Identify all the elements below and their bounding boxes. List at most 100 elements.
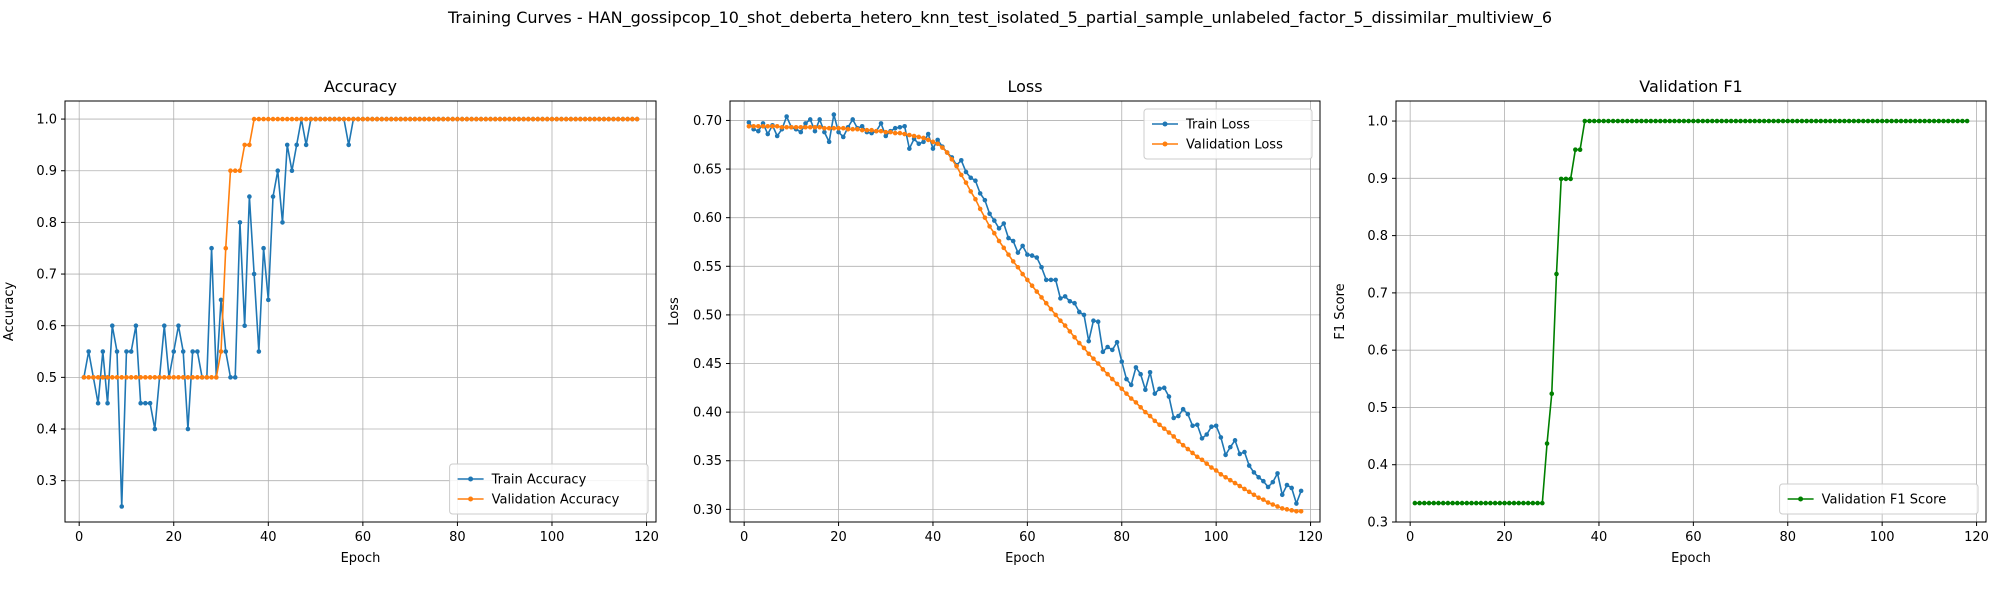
data-point (124, 375, 129, 380)
data-point (1431, 500, 1437, 506)
data-point (1634, 118, 1640, 124)
series-2 (746, 123, 1304, 514)
data-point (958, 172, 964, 178)
data-point (1100, 367, 1106, 372)
data-point (483, 116, 489, 122)
data-point (1672, 118, 1677, 124)
legend: Train Loss Validation Loss (1143, 108, 1313, 160)
data-point (1799, 118, 1805, 124)
data-point (455, 116, 460, 122)
legend-swatch-marker (468, 496, 474, 502)
data-point (1771, 118, 1776, 124)
data-point (1964, 118, 1970, 124)
data-point (1147, 369, 1153, 375)
data-point (831, 112, 837, 117)
y-tick-label: 0.8 (1367, 229, 1388, 244)
data-point (845, 126, 851, 132)
data-point (765, 131, 771, 137)
data-point (294, 142, 299, 148)
data-point (440, 116, 446, 122)
data-point (284, 116, 290, 122)
data-point (143, 400, 148, 406)
data-point (1662, 118, 1668, 124)
data-point (1941, 118, 1946, 124)
data-point (1757, 118, 1762, 124)
data-point (228, 375, 233, 380)
data-point (1180, 406, 1186, 412)
data-point (1700, 118, 1706, 124)
data-point (1624, 118, 1630, 124)
data-point (294, 116, 299, 122)
data-point (1610, 118, 1616, 124)
data-point (1232, 480, 1238, 486)
x-tick-label: 120 (634, 530, 659, 545)
data-point (1620, 118, 1625, 124)
data-point (308, 116, 314, 122)
data-point (1119, 359, 1125, 364)
data-point (247, 194, 252, 199)
data-point (147, 400, 153, 406)
y-tick-label: 0.3 (36, 474, 57, 489)
data-point (516, 116, 522, 122)
data-point (634, 116, 640, 122)
y-tick-label: 0.8 (36, 216, 57, 231)
data-point (1020, 271, 1025, 277)
data-point (996, 238, 1002, 244)
data-point (322, 116, 328, 122)
data-point (1105, 344, 1110, 350)
data-point (1185, 446, 1191, 452)
data-point (521, 116, 526, 122)
data-point (1199, 436, 1205, 441)
data-point (770, 123, 775, 129)
data-point (1110, 347, 1115, 353)
data-point (299, 116, 304, 122)
data-point (911, 133, 917, 139)
data-point (346, 116, 351, 122)
data-point (1653, 118, 1658, 124)
data-point (1147, 413, 1153, 419)
data-point (925, 131, 931, 137)
data-point (1171, 434, 1176, 439)
data-point (1459, 500, 1465, 506)
data-point (270, 116, 276, 122)
data-point (1870, 118, 1876, 124)
data-point (237, 220, 243, 225)
grid (730, 101, 1320, 522)
series-1 (81, 116, 640, 509)
data-point (1936, 118, 1942, 124)
data-point (1228, 444, 1233, 450)
data-point (105, 400, 110, 406)
data-point (850, 126, 856, 132)
data-point (242, 323, 247, 329)
data-point (864, 127, 870, 133)
data-point (374, 116, 380, 122)
data-point (1209, 424, 1214, 430)
data-point (1535, 500, 1540, 506)
data-point (746, 123, 752, 129)
data-point (247, 142, 252, 148)
data-point (128, 375, 134, 380)
data-point (1780, 118, 1786, 124)
data-point (180, 349, 186, 354)
x-tick-label: 0 (740, 530, 748, 545)
data-point (256, 116, 262, 122)
data-point (930, 146, 936, 151)
data-point (1124, 391, 1129, 396)
data-point (1516, 500, 1522, 506)
data-point (138, 400, 143, 406)
data-point (1473, 500, 1479, 506)
data-point (232, 168, 238, 174)
data-point (1114, 381, 1120, 387)
data-point (1889, 118, 1894, 124)
data-point (578, 116, 583, 122)
data-point (1436, 500, 1441, 506)
data-point (280, 116, 285, 122)
data-point (756, 123, 761, 129)
data-point (497, 116, 503, 122)
data-point (303, 142, 309, 148)
data-point (1695, 118, 1701, 124)
data-point (318, 116, 323, 122)
data-point (407, 116, 413, 122)
data-point (1091, 318, 1096, 324)
data-point (1879, 118, 1885, 124)
